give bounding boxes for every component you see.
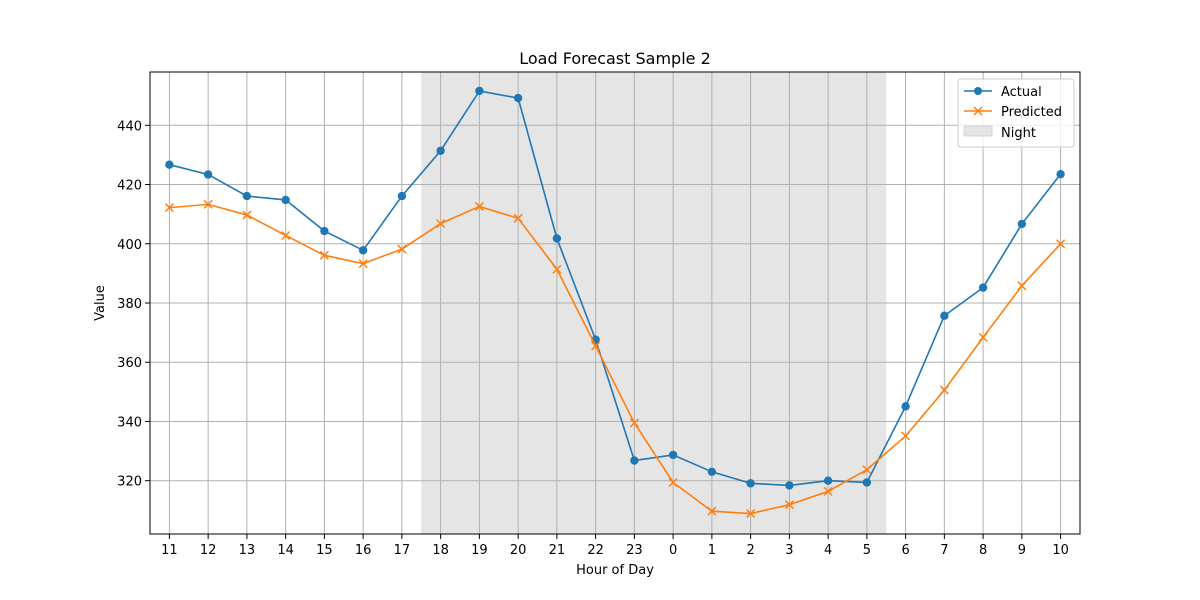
data-point-actual	[552, 234, 562, 243]
x-tick-label: 18	[432, 543, 449, 558]
x-tick-label: 4	[824, 543, 832, 558]
legend: Actual Predicted Night	[957, 78, 1075, 148]
x-tick-label: 3	[785, 543, 793, 558]
data-point-predicted	[746, 509, 756, 519]
x-tick-label: 1	[708, 543, 716, 558]
y-tick-label: 340	[117, 415, 142, 430]
y-tick-label: 320	[117, 475, 142, 490]
data-point-predicted	[203, 199, 213, 209]
data-point-actual	[823, 476, 833, 485]
x-tick-label: 0	[669, 543, 677, 558]
chart-title: Load Forecast Sample 2	[519, 49, 711, 68]
data-point-actual	[513, 93, 523, 103]
data-point-predicted	[591, 341, 601, 351]
data-point-predicted	[474, 201, 484, 211]
data-point-actual	[1056, 169, 1065, 179]
data-point-actual	[358, 246, 368, 255]
data-point-predicted	[552, 264, 562, 274]
legend-night-swatch	[963, 125, 993, 137]
data-point-actual	[785, 481, 794, 490]
data-point-actual	[668, 450, 678, 460]
data-point-predicted	[823, 486, 833, 496]
legend-predicted-marker	[973, 106, 983, 116]
data-point-actual	[475, 86, 484, 96]
data-point-actual	[436, 146, 445, 155]
data-point-predicted	[668, 477, 678, 487]
data-point-actual	[1017, 219, 1027, 229]
y-tick-label: 380	[117, 297, 142, 312]
plot-area: 11 12 13 14 15 16 17 18 19 20 21 22 23 0 1 2 3 4 5 6 7 8 9 1032…	[117, 71, 1081, 558]
x-tick-label: 22	[587, 543, 604, 558]
axes-frame	[149, 71, 1081, 535]
y-tick-label: 420	[117, 179, 142, 194]
data-point-actual	[707, 467, 717, 477]
x-tick-label: 23	[626, 543, 643, 558]
data-point-actual	[397, 191, 407, 201]
data-point-actual	[862, 478, 872, 487]
data-point-actual	[165, 160, 174, 169]
series-line-actual	[169, 90, 1062, 487]
y-tick-label: 440	[117, 119, 142, 134]
legend-actual-label: Actual	[1001, 85, 1042, 100]
data-point-actual	[320, 226, 329, 236]
data-point-actual	[940, 311, 949, 320]
y-axis-label: Value	[93, 285, 108, 321]
x-tick-label: 15	[316, 543, 333, 558]
x-tick-label: 12	[200, 543, 217, 558]
data-point-predicted	[319, 250, 329, 260]
data-point-predicted	[358, 259, 368, 269]
data-point-actual	[746, 479, 755, 488]
x-tick-label: 10	[1052, 543, 1069, 558]
data-point-predicted	[629, 418, 639, 428]
data-point-predicted	[978, 332, 988, 342]
data-point-predicted	[436, 219, 446, 229]
data-point-actual	[978, 283, 988, 292]
x-tick-label: 8	[979, 543, 987, 558]
data-point-predicted	[707, 506, 717, 516]
data-point-actual	[630, 456, 639, 465]
x-tick-label: 9	[1018, 543, 1026, 558]
data-point-actual	[203, 170, 213, 179]
data-point-predicted	[397, 244, 407, 254]
x-tick-label: 6	[901, 543, 909, 558]
x-tick-label: 2	[746, 543, 754, 558]
data-point-predicted	[901, 431, 911, 441]
series-line-predicted	[169, 203, 1062, 515]
x-tick-label: 7	[940, 543, 948, 558]
x-tick-label: 13	[239, 543, 256, 558]
data-point-predicted	[1017, 281, 1027, 291]
data-point-actual	[901, 402, 910, 411]
data-point-actual	[281, 195, 290, 205]
x-tick-label: 16	[355, 543, 372, 558]
data-point-predicted	[513, 213, 523, 223]
data-point-predicted	[164, 203, 174, 213]
x-tick-label: 19	[471, 543, 488, 558]
data-point-predicted	[939, 385, 949, 395]
x-tick-label: 11	[161, 543, 178, 558]
x-tick-label: 21	[549, 543, 566, 558]
x-tick-label: 20	[510, 543, 527, 558]
x-tick-label: 17	[394, 543, 411, 558]
x-tick-label: 14	[277, 543, 294, 558]
legend-actual-marker	[974, 87, 982, 95]
y-tick-label: 360	[117, 356, 142, 371]
data-point-predicted	[1056, 239, 1066, 249]
x-axis-label: Hour of Day	[576, 563, 654, 578]
data-point-predicted	[784, 500, 794, 510]
data-point-predicted	[862, 465, 872, 475]
legend-predicted-label: Predicted	[1001, 105, 1062, 120]
y-tick-label: 400	[117, 238, 142, 253]
data-point-predicted	[281, 230, 291, 241]
x-tick-label: 5	[863, 543, 871, 558]
data-point-predicted	[242, 210, 252, 220]
data-point-actual	[242, 191, 252, 201]
legend-night-label: Night	[1001, 126, 1036, 141]
